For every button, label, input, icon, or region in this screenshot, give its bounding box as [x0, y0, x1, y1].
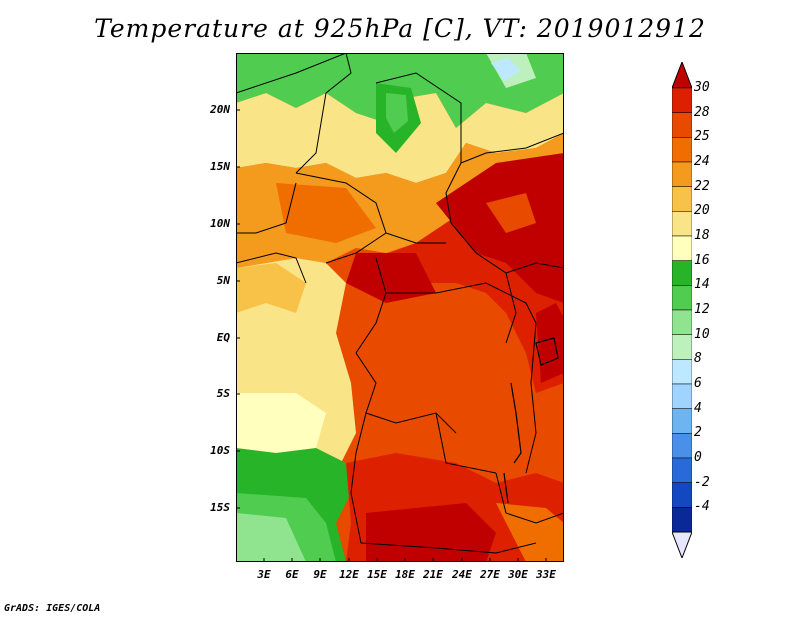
colorbar-label: -2 [694, 474, 710, 490]
lakes [503, 337, 559, 504]
colorbar-label: 14 [694, 277, 710, 293]
colorbar-swatch [672, 211, 692, 237]
colorbar-label: 10 [694, 326, 710, 342]
latitude-label: 10S [210, 444, 230, 457]
colorbar [672, 62, 692, 558]
temperature-map [236, 53, 564, 562]
colorbar-label: 16 [694, 252, 710, 268]
colorbar-swatch [672, 285, 692, 311]
longitude-label: 12E [339, 568, 359, 581]
colorbar-swatch [672, 161, 692, 187]
colorbar-swatch [672, 235, 692, 261]
longitude-label: 21E [423, 568, 443, 581]
longitude-label: 3E [257, 568, 271, 581]
colorbar-swatch [672, 87, 692, 113]
colorbar-swatch [672, 112, 692, 138]
colorbar-label: 8 [694, 351, 702, 367]
latitude-label: 5S [216, 387, 230, 400]
latitude-label: 5N [216, 274, 230, 287]
axis-ticks [236, 109, 547, 562]
longitude-label: 27E [480, 568, 500, 581]
colorbar-bottom-arrow [672, 531, 692, 558]
footer-credit: GrADS: IGES/COLA [4, 603, 101, 614]
colorbar-swatch [672, 260, 692, 286]
colorbar-label: 12 [694, 302, 710, 317]
colorbar-swatch [672, 408, 692, 434]
colorbar-swatch [672, 359, 692, 385]
longitude-label: 33E [536, 568, 556, 581]
colorbar-label: 24 [694, 154, 710, 169]
longitude-label: 30E [508, 568, 528, 581]
colorbar-label: -4 [694, 499, 710, 515]
longitude-label: 6E [285, 568, 299, 581]
temperature-field [236, 53, 564, 562]
colorbar-swatch [672, 137, 692, 163]
colorbar-label: 6 [694, 376, 702, 391]
longitude-label: 9E [313, 568, 327, 581]
latitude-label: 15S [210, 501, 230, 514]
colorbar-swatch [672, 186, 692, 212]
map-title: Temperature at 925hPa [C], VT: 201901291… [94, 14, 706, 43]
latitude-label: 20N [210, 103, 230, 116]
colorbar-swatch [672, 309, 692, 335]
colorbar-label: 2 [694, 425, 702, 441]
colorbar-label: 28 [694, 104, 710, 120]
latitude-label: 15N [210, 160, 230, 173]
colorbar-swatch [672, 482, 692, 508]
colorbar-swatch [672, 457, 692, 483]
colorbar-label: 0 [694, 450, 702, 465]
colorbar-label: 30 [694, 80, 710, 95]
colorbar-swatch [672, 383, 692, 409]
colorbar-label: 22 [694, 178, 710, 194]
colorbar-label: 25 [694, 129, 710, 145]
colorbar-label: 20 [694, 203, 710, 219]
latitude-label: 10N [210, 217, 230, 230]
map-border [236, 53, 564, 562]
longitude-label: 18E [395, 568, 415, 581]
longitude-label: 24E [452, 568, 472, 581]
country-borders [236, 53, 564, 554]
colorbar-label: 4 [694, 400, 702, 416]
colorbar-top-arrow [672, 62, 692, 89]
latitude-label: EQ [216, 331, 230, 344]
colorbar-swatch [672, 433, 692, 459]
longitude-label: 15E [367, 568, 387, 581]
colorbar-swatch [672, 334, 692, 360]
colorbar-label: 18 [694, 228, 710, 243]
colorbar-swatch [672, 507, 692, 533]
